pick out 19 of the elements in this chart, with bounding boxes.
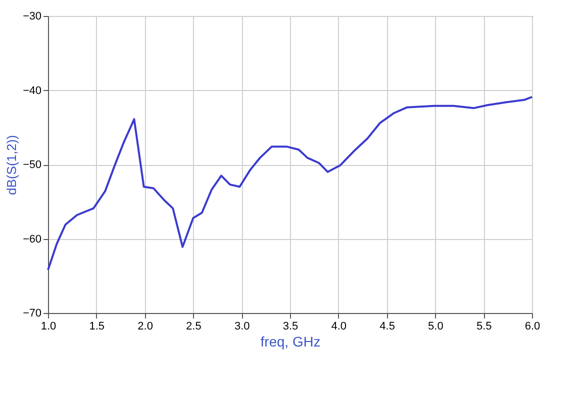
x-axis-title: freq, GHz <box>260 334 320 350</box>
x-tick-label: 6.0 <box>524 320 540 332</box>
x-tick-label: 5.5 <box>476 320 492 332</box>
y-tick-label: −40 <box>22 84 42 97</box>
y-axis-title: dB(S(1,2)) <box>4 135 19 195</box>
line-series <box>47 96 533 271</box>
y-tick-label: −30 <box>22 10 42 22</box>
x-tick-label: 1.5 <box>89 320 105 332</box>
x-tick-label: 5.0 <box>428 320 444 332</box>
x-tick-label: 2.0 <box>138 320 153 332</box>
y-tick-label: −60 <box>22 233 42 246</box>
x-tick-label: 1.0 <box>40 320 56 332</box>
x-tick-label: 2.5 <box>186 320 202 332</box>
x-tick-label: 3.0 <box>234 320 250 332</box>
y-tick-label: −50 <box>22 159 42 171</box>
x-tick-label: 4.0 <box>331 320 347 332</box>
x-tick-label: 4.5 <box>380 320 395 332</box>
y-tick-label: −70 <box>22 308 42 320</box>
x-tick-label: 3.5 <box>282 320 298 332</box>
